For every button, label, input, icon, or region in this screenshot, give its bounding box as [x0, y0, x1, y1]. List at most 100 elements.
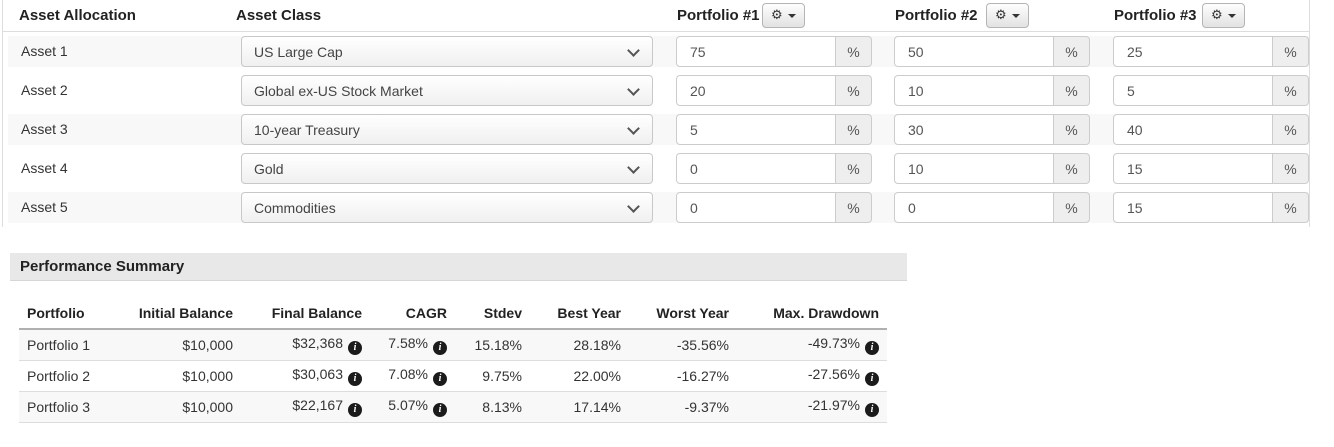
portfolio-3-allocation-input[interactable] [1113, 192, 1273, 223]
asset-row-4: Asset 4 Gold % % % [8, 153, 1309, 184]
caret-down-icon [787, 13, 796, 18]
worst-year-value: -35.56% [629, 329, 737, 361]
percent-addon: % [1273, 36, 1309, 67]
portfolio-1-allocation-input[interactable] [676, 75, 836, 106]
info-icon[interactable]: i [433, 341, 447, 355]
asset-class-select[interactable]: US Large Cap [241, 36, 653, 67]
max-drawdown-cell: -49.73% i [737, 329, 887, 361]
portfolio-3-settings-button[interactable]: ⚙ [1202, 3, 1245, 28]
info-icon[interactable]: i [433, 403, 447, 417]
info-icon[interactable]: i [348, 372, 362, 386]
portfolio-3-allocation-group: % [1113, 36, 1309, 67]
portfolio-2-column-header: Portfolio #2 [895, 6, 978, 24]
portfolio-3-column-header: Portfolio #3 [1114, 6, 1197, 24]
column-header-initial-balance: Initial Balance [124, 299, 241, 330]
percent-addon: % [1054, 75, 1090, 106]
initial-balance-value: $10,000 [124, 329, 241, 361]
percent-addon: % [1054, 192, 1090, 223]
portfolio-2-allocation-input[interactable] [894, 114, 1054, 145]
asset-class-select[interactable]: 10-year Treasury [241, 114, 653, 145]
portfolio-3-allocation-input[interactable] [1113, 36, 1273, 67]
portfolio-1-allocation-group: % [676, 36, 872, 67]
portfolio-3-allocation-input[interactable] [1113, 153, 1273, 184]
portfolio-1-allocation-input[interactable] [676, 114, 836, 145]
caret-down-icon [1011, 13, 1020, 18]
portfolio-1-allocation-group: % [676, 114, 872, 145]
max-drawdown-cell: -21.97% i [737, 391, 887, 423]
asset-class-select[interactable]: Commodities [241, 192, 653, 223]
gear-icon: ⚙ [1211, 8, 1223, 23]
percent-addon: % [836, 36, 872, 67]
portfolio-name: Portfolio 2 [19, 360, 124, 392]
percent-addon: % [836, 192, 872, 223]
percent-addon: % [1273, 114, 1309, 145]
info-icon[interactable]: i [865, 372, 879, 386]
portfolio-3-allocation-input[interactable] [1113, 114, 1273, 145]
asset-class-selected-value: 10-year Treasury [254, 121, 360, 138]
portfolio-2-allocation-input[interactable] [894, 75, 1054, 106]
column-header-final-balance: Final Balance [241, 299, 370, 330]
portfolio-1-allocation-input[interactable] [676, 153, 836, 184]
worst-year-value: -9.37% [629, 391, 737, 423]
best-year-value: 17.14% [530, 391, 629, 423]
chevron-down-icon [627, 200, 640, 213]
portfolio-3-allocation-input[interactable] [1113, 75, 1273, 106]
portfolio-2-settings-button[interactable]: ⚙ [986, 3, 1029, 28]
best-year-value: 22.00% [530, 360, 629, 392]
initial-balance-value: $10,000 [124, 391, 241, 423]
asset-class-column-header: Asset Class [236, 6, 322, 24]
portfolio-1-allocation-input[interactable] [676, 192, 836, 223]
table-header-row: Portfolio Initial Balance Final Balance … [19, 299, 887, 330]
percent-addon: % [836, 75, 872, 106]
portfolio-2-allocation-input[interactable] [894, 36, 1054, 67]
asset-class-select[interactable]: Gold [241, 153, 653, 184]
info-icon[interactable]: i [433, 372, 447, 386]
final-balance-value: $32,368 [292, 335, 343, 351]
table-row-portfolio-1: Portfolio 1 $10,000 $32,368 i 7.58% i 15.1… [19, 329, 887, 361]
asset-row-label: Asset 2 [21, 82, 68, 98]
stdev-value: 9.75% [455, 360, 530, 392]
portfolio-1-allocation-group: % [676, 75, 872, 106]
info-icon[interactable]: i [865, 341, 879, 355]
performance-summary-table: Portfolio Initial Balance Final Balance … [19, 299, 887, 423]
portfolio-1-column-header: Portfolio #1 [677, 6, 760, 24]
portfolio-1-settings-button[interactable]: ⚙ [762, 3, 805, 28]
cagr-cell: 7.58% i [370, 329, 455, 361]
stdev-value: 15.18% [455, 329, 530, 361]
asset-row-label: Asset 4 [21, 160, 68, 176]
info-icon[interactable]: i [348, 403, 362, 417]
chevron-down-icon [627, 44, 640, 57]
portfolio-3-allocation-group: % [1113, 75, 1309, 106]
info-icon[interactable]: i [348, 341, 362, 355]
table-row-portfolio-3: Portfolio 3 $10,000 $22,167 i 5.07% i 8.13… [19, 391, 887, 423]
caret-down-icon [1227, 13, 1236, 18]
portfolio-2-allocation-input[interactable] [894, 192, 1054, 223]
final-balance-cell: $30,063 i [241, 360, 370, 392]
final-balance-value: $30,063 [292, 366, 343, 382]
max-drawdown-value: -27.56% [807, 366, 860, 382]
asset-row-5: Asset 5 Commodities % % % [8, 192, 1309, 223]
portfolio-3-allocation-group: % [1113, 114, 1309, 145]
column-header-worst-year: Worst Year [629, 299, 737, 330]
column-header-max-drawdown: Max. Drawdown [737, 299, 887, 330]
column-header-stdev: Stdev [455, 299, 530, 330]
portfolio-name: Portfolio 1 [19, 329, 124, 361]
portfolio-2-allocation-group: % [894, 114, 1090, 145]
chevron-down-icon [627, 83, 640, 96]
column-header-best-year: Best Year [530, 299, 629, 330]
column-header-portfolio: Portfolio [19, 299, 124, 330]
asset-class-select[interactable]: Global ex-US Stock Market [241, 75, 653, 106]
asset-row-label: Asset 1 [21, 43, 68, 59]
asset-class-selected-value: Global ex-US Stock Market [254, 82, 423, 99]
allocation-rows: Asset 1 US Large Cap % % % Asset 2 Globa… [3, 32, 1309, 223]
final-balance-value: $22,167 [292, 397, 343, 413]
final-balance-cell: $22,167 i [241, 391, 370, 423]
portfolio-3-allocation-group: % [1113, 192, 1309, 223]
best-year-value: 28.18% [530, 329, 629, 361]
portfolio-2-allocation-input[interactable] [894, 153, 1054, 184]
percent-addon: % [1054, 36, 1090, 67]
info-icon[interactable]: i [865, 403, 879, 417]
allocation-header-row: Asset Allocation Asset Class Portfolio #… [3, 0, 1309, 32]
portfolio-1-allocation-input[interactable] [676, 36, 836, 67]
percent-addon: % [836, 114, 872, 145]
